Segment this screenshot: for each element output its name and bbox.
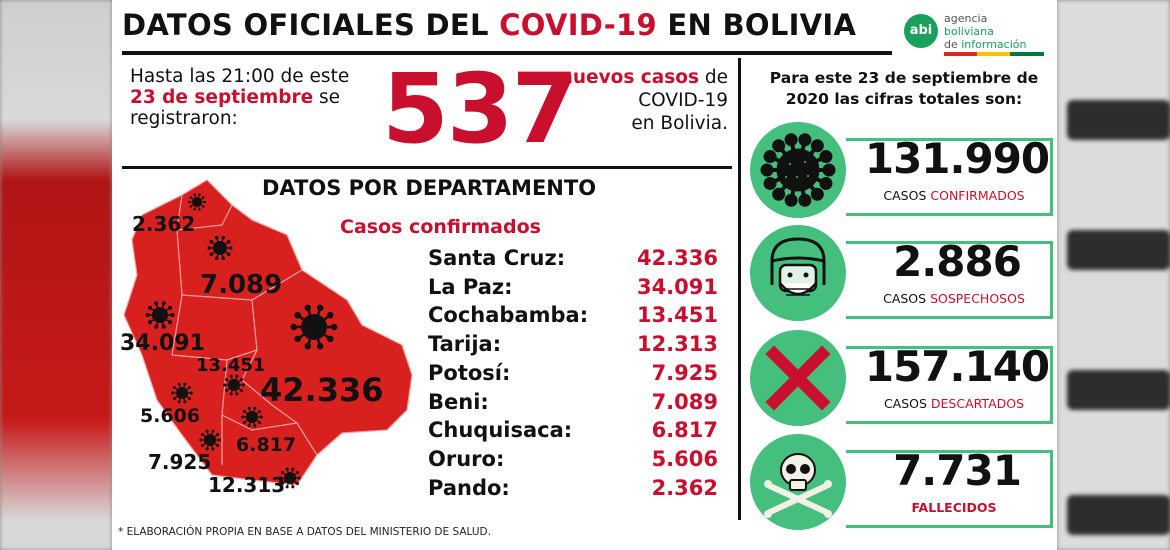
stat-suspected: 2.886 CASOS SOSPECHOSOS [750, 225, 1056, 321]
blurred-background-left [0, 0, 112, 550]
departments-title: DATOS POR DEPARTAMENTO [262, 176, 597, 200]
abi-logo-icon: abi [904, 14, 938, 48]
page-title: DATOS OFICIALES DEL COVID-19 EN BOLIVIA [122, 6, 892, 55]
skull-crossbones-icon [764, 453, 832, 518]
department-row: Chuquisaca: 6.817 [428, 416, 718, 444]
stat-confirmed: 131.990 CASOS CONFIRMADOS [750, 122, 1056, 218]
department-row: Cochabamba: 13.451 [428, 301, 718, 329]
map-virus-icons [145, 193, 338, 489]
department-value: 42.336 [636, 246, 718, 270]
stat-label: FALLECIDOS [911, 500, 997, 515]
map-label-oruro: 5.606 [140, 405, 200, 427]
department-value: 7.925 [651, 360, 718, 385]
abi-flag-bar [944, 52, 1044, 56]
map-label-cochabamba: 13.451 [196, 355, 265, 376]
map-label-beni: 7.089 [200, 270, 282, 300]
map-label-la-paz: 34.091 [120, 331, 205, 356]
stat-value: 7.731 [893, 446, 1022, 495]
department-row: La Paz: 34.091 [428, 273, 718, 301]
divider-horizontal [122, 166, 732, 169]
red-x-icon [765, 345, 831, 411]
infographic-card: DATOS OFICIALES DEL COVID-19 EN BOLIVIA … [112, 0, 1057, 550]
blurred-background-right [1057, 0, 1170, 550]
stat-value: 157.140 [864, 342, 1050, 391]
map-label-santa-cruz: 42.336 [260, 371, 383, 409]
stat-label: CASOS DESCARTADOS [883, 396, 1025, 411]
footnote: * ELABORACIÓN PROPIA EN BASE A DATOS DEL… [118, 526, 491, 538]
department-name: Beni: [428, 389, 489, 414]
abi-logo: abi agencia boliviana de información [904, 10, 1054, 56]
stat-value: 2.886 [893, 237, 1022, 286]
confirmed-subtitle: Casos confirmados [340, 216, 541, 238]
department-row: Tarija: 12.313 [428, 330, 718, 358]
virus-icon [760, 133, 836, 207]
department-row: Pando: 2.362 [428, 474, 718, 502]
department-name: Cochabamba: [428, 303, 589, 328]
department-name: Potosí: [428, 360, 511, 385]
stat-deaths: 7.731 FALLECIDOS [750, 434, 1056, 530]
masked-person-icon [770, 237, 826, 296]
department-value: 5.606 [651, 446, 718, 471]
department-value: 34.091 [636, 274, 718, 299]
map-label-potosi: 7.925 [148, 450, 211, 474]
department-name: La Paz: [428, 274, 513, 299]
new-cases-count: 537 [382, 53, 578, 165]
divider-vertical [738, 58, 741, 520]
department-name: Santa Cruz: [428, 246, 566, 270]
stat-label: CASOS CONFIRMADOS [883, 188, 1025, 203]
department-value: 6.817 [651, 418, 718, 443]
stat-discarded: 157.140 CASOS DESCARTADOS [750, 330, 1056, 426]
stat-label: CASOS SOSPECHOSOS [883, 291, 1025, 306]
map-label-tarija: 12.313 [208, 473, 285, 497]
intro-tail-text: nuevos casos de COVID-19 en Bolivia. [559, 67, 728, 134]
department-name: Pando: [428, 475, 510, 500]
bolivia-map-shape [123, 179, 413, 486]
stat-value: 131.990 [864, 134, 1050, 183]
title-underline [122, 51, 892, 55]
totals-heading: Para este 23 de septiembre de 2020 las c… [769, 69, 1039, 108]
department-row: Oruro: 5.606 [428, 445, 718, 473]
department-name: Chuquisaca: [428, 418, 573, 443]
department-name: Oruro: [428, 446, 505, 471]
department-row: Santa Cruz: 42.336 [428, 244, 718, 272]
department-value: 2.362 [651, 475, 718, 500]
department-value: 7.089 [651, 389, 718, 414]
map-label-pando: 2.362 [132, 212, 195, 236]
intro-text: Hasta las 21:00 de este 23 de septiembre… [130, 66, 350, 129]
department-row: Potosí: 7.925 [428, 359, 718, 387]
bolivia-map: 2.362 7.089 34.091 13.451 42.336 5.606 6… [120, 179, 413, 497]
department-row: Beni: 7.089 [428, 388, 718, 416]
map-label-chuquisaca: 6.817 [236, 434, 296, 456]
department-value: 13.451 [636, 303, 718, 328]
department-value: 12.313 [636, 332, 718, 357]
department-name: Tarija: [428, 332, 502, 357]
